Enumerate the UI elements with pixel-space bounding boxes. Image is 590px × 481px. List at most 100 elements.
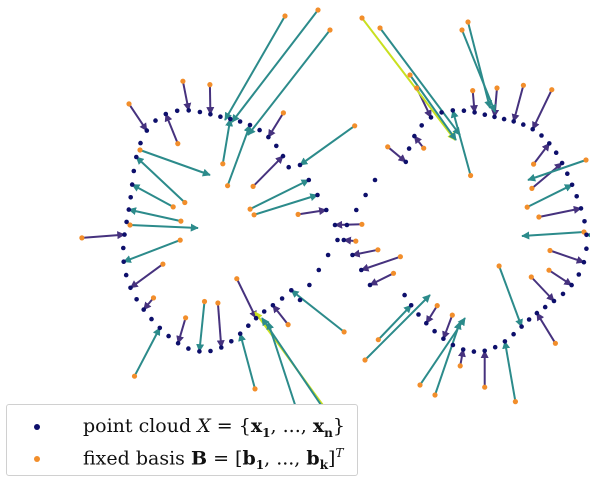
displacement-arrow [299, 124, 356, 166]
cloud-point [406, 146, 412, 151]
cloud-point [547, 141, 552, 146]
displacement-arrow [135, 156, 186, 204]
cloud-point [569, 182, 575, 188]
cloud-point [502, 339, 508, 344]
displacement-arrow [290, 289, 345, 333]
basis-point [385, 144, 391, 150]
cloud-point [403, 159, 409, 165]
basis-point [282, 13, 288, 19]
basis-point [407, 72, 413, 78]
displacement-arrow [361, 17, 456, 141]
basis-point [496, 263, 502, 269]
basis-point [131, 373, 138, 379]
cloud-point [372, 177, 378, 183]
cloud-point [408, 303, 414, 308]
basis-point [414, 85, 420, 91]
basis-point [177, 237, 183, 243]
cloud-point [482, 348, 488, 354]
cloud-point [174, 108, 180, 114]
cloud-point [542, 304, 548, 310]
displacement-arrow [538, 205, 582, 218]
basis-point [280, 110, 286, 116]
displacement-arrow [122, 239, 181, 263]
basis-point [150, 295, 157, 301]
displacement-arrow [221, 118, 234, 164]
cloud-point [121, 259, 126, 265]
cloud-point [266, 134, 271, 140]
cloud-point [325, 252, 331, 258]
basis-point [524, 204, 530, 210]
basis-point [531, 161, 537, 167]
displacement-arrow [369, 272, 394, 286]
basis-point [432, 392, 438, 398]
cloud-point [280, 153, 286, 159]
cloud-point [581, 259, 587, 265]
cloud-point [237, 331, 243, 337]
cloud-point [559, 160, 565, 166]
cloud-point [208, 348, 213, 354]
cloud-point [316, 267, 322, 273]
displacement-arrow [139, 149, 211, 177]
basis-point [362, 357, 368, 363]
cloud-point [492, 344, 498, 350]
basis-point [207, 82, 213, 88]
cloud-point [359, 267, 364, 273]
displacement-arrow [129, 263, 164, 289]
displacement-arrow [266, 321, 301, 421]
displacement-arrow [548, 269, 573, 286]
cloud-point [153, 118, 158, 123]
displacement-arrow [231, 9, 319, 123]
displacement-arrow [196, 301, 206, 353]
cloud-point [553, 150, 559, 155]
displacement-arrow [351, 248, 379, 258]
cloud-point [208, 112, 213, 117]
basis-point [375, 337, 381, 343]
basis-point [434, 303, 440, 309]
cloud-point [472, 110, 477, 115]
displacement-arrow [461, 29, 497, 113]
basis-point [170, 204, 176, 210]
cloud-point [315, 192, 320, 198]
cloud-point [129, 182, 135, 187]
cloud-point [289, 288, 294, 293]
basis-point [377, 25, 383, 31]
basis-point [183, 315, 189, 321]
basis-point [390, 270, 397, 276]
displacement-arrow [531, 162, 563, 190]
cloud-point [297, 297, 303, 303]
cloud-point [186, 108, 191, 113]
cloud-point [402, 292, 407, 298]
basis-point [482, 384, 488, 390]
point-cloud-marker [34, 424, 40, 430]
cloud-point [354, 207, 359, 213]
cloud-point [128, 195, 133, 200]
basis-point [126, 101, 132, 107]
displacement-arrow [226, 124, 252, 187]
basis-point [252, 386, 258, 392]
displacement-arrow [249, 179, 310, 210]
basis-point [178, 218, 184, 224]
displacement-arrow [457, 348, 466, 367]
displacement-arrow [206, 84, 215, 116]
basis-point [547, 247, 553, 254]
cloud-point [450, 342, 456, 348]
basis-point [182, 199, 188, 206]
cloud-point [124, 219, 129, 225]
cloud-point [138, 140, 143, 146]
displacement-arrow [532, 142, 551, 165]
displacement-arrow [364, 294, 431, 361]
cloud-point [367, 282, 373, 288]
cloud-point [261, 309, 267, 314]
cloud-point [324, 207, 329, 213]
cloud-point [519, 324, 524, 329]
basis-point [215, 300, 221, 306]
cloud-point [482, 112, 488, 117]
basis-point [583, 157, 589, 163]
basis-point [375, 247, 381, 253]
cloud-point [576, 272, 582, 277]
cloud-point [166, 333, 171, 339]
displacement-arrow [235, 278, 257, 319]
cloud-point [582, 219, 587, 224]
displacement-arrow [81, 231, 126, 240]
displacement-arrow [511, 85, 525, 123]
